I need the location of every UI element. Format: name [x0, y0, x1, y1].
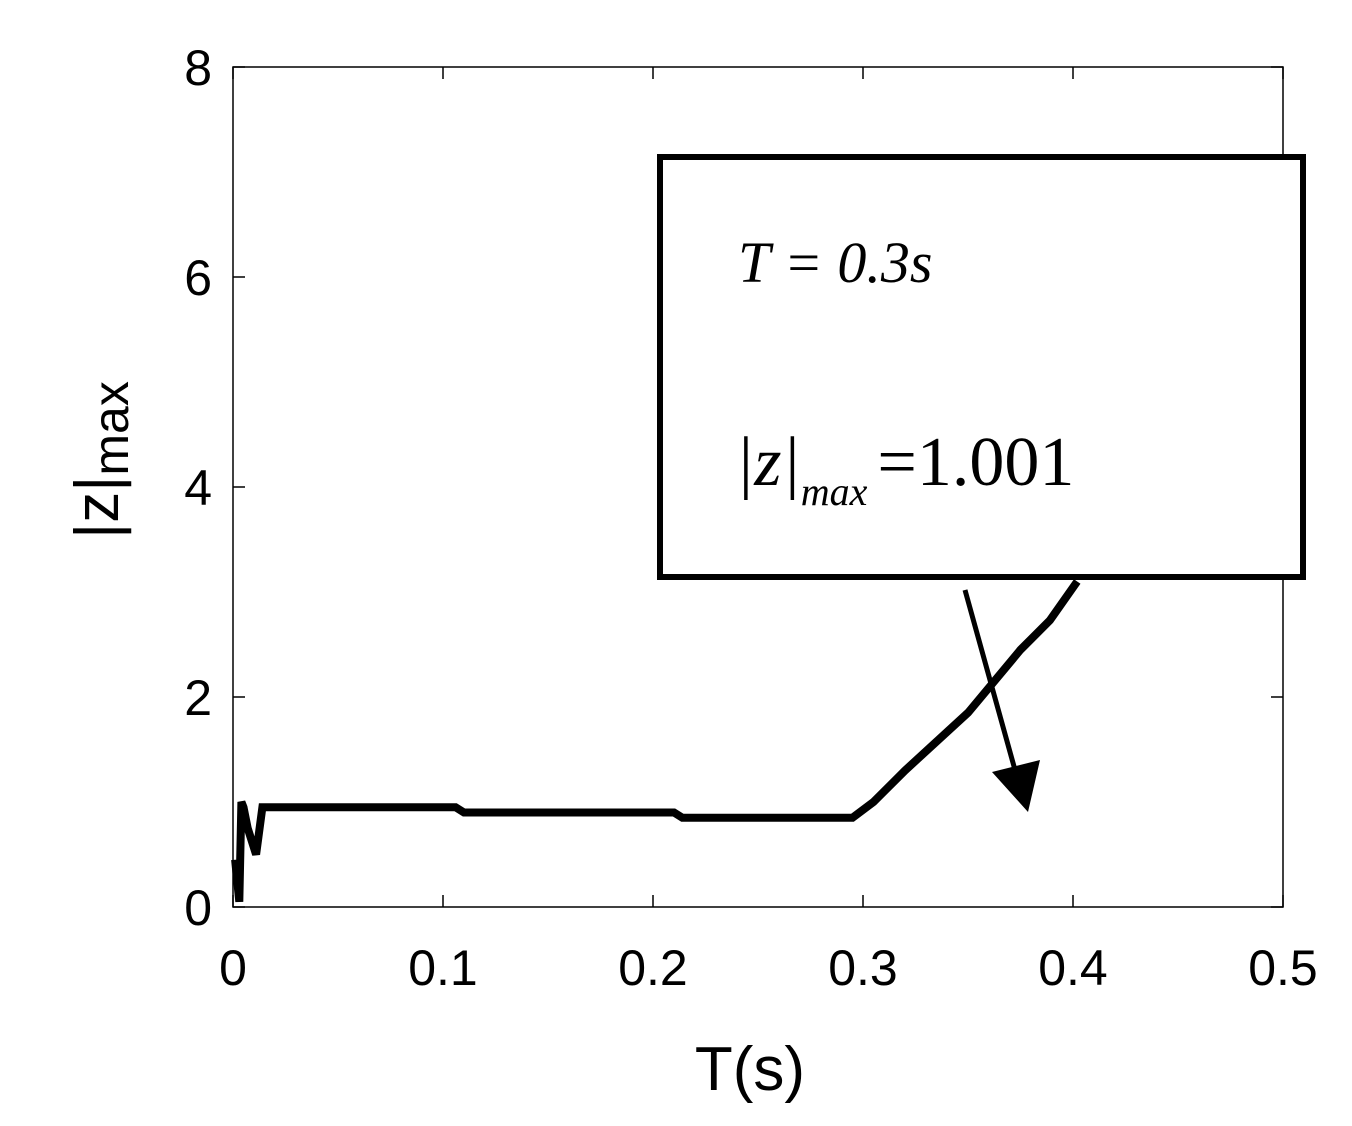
- x-tick-label: 0.2: [618, 940, 688, 996]
- x-tick-label: 0.1: [408, 940, 478, 996]
- data-line: [231, 579, 1081, 903]
- y-axis-label: |z|max: [63, 381, 139, 539]
- annotation-line2: |z|max =1.001: [735, 424, 1074, 514]
- arrow-head: [992, 760, 1040, 812]
- x-axis-label: T(s): [695, 1035, 805, 1104]
- y-label-base: |z|: [63, 476, 132, 539]
- ticks: 0 0.1 0.2 0.3 0.4 0.5 0 2 4 6 8: [184, 40, 1318, 996]
- x-tick-label: 0.5: [1248, 940, 1318, 996]
- y-label-sub: max: [83, 381, 139, 475]
- lines: [231, 579, 1081, 903]
- x-tick-label: 0.4: [1038, 940, 1108, 996]
- annotation-base: |z|: [735, 424, 801, 501]
- y-tick-label: 0: [184, 880, 212, 936]
- y-tick-label: 6: [184, 250, 212, 306]
- x-tick-label: 0.3: [828, 940, 898, 996]
- y-tick-label: 2: [184, 670, 212, 726]
- arrow-shaft: [962, 589, 1018, 771]
- x-tick-label: 0: [219, 940, 247, 996]
- annotation-rest: =1.001: [877, 424, 1074, 501]
- annotation-sub: max: [801, 469, 868, 514]
- y-tick-label: 4: [184, 460, 212, 516]
- y-tick-label: 8: [184, 40, 212, 96]
- annotation-box: [657, 154, 1306, 580]
- annotation-line1: T = 0.3s: [738, 230, 932, 295]
